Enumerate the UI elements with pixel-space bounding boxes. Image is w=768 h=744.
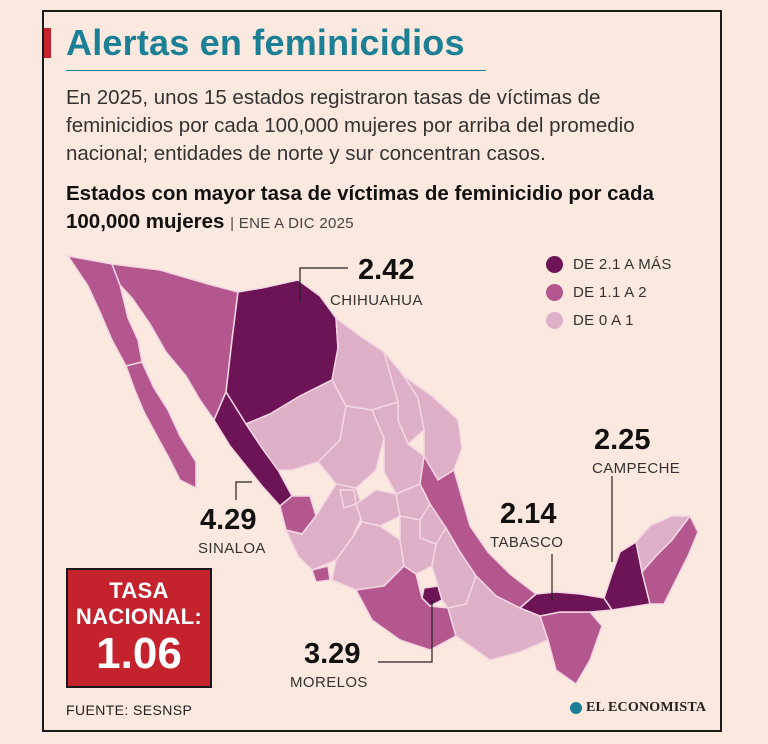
national-rate-box: TASA NACIONAL: 1.06 — [66, 568, 212, 688]
globe-icon — [570, 702, 582, 714]
legend-label-mid: DE 1.1 A 2 — [573, 283, 647, 301]
state-chiapas — [539, 611, 603, 686]
legend-label-low: DE 0 A 1 — [573, 311, 634, 329]
callout-name-campeche: CAMPECHE — [592, 460, 681, 477]
leader-sinaloa — [235, 481, 252, 500]
brand-name: EL ECONOMISTA — [586, 700, 707, 715]
subtitle-period: | ENE A DIC 2025 — [230, 215, 354, 232]
brand-logo: EL ECONOMISTA — [570, 700, 706, 716]
callout-value-morelos: 3.29 — [304, 638, 361, 670]
legend-swatch-low — [546, 311, 563, 329]
legend-item-high: DE 2.1 A MÁS — [546, 250, 672, 278]
callout-value-campeche: 2.25 — [594, 424, 651, 456]
national-rate-label: TASA NACIONAL: — [75, 578, 203, 629]
lede-text: En 2025, unos 15 estados registraron tas… — [66, 86, 635, 165]
state-guanajuato — [355, 489, 401, 527]
legend-item-mid: DE 1.1 A 2 — [546, 278, 672, 306]
title-underline — [66, 70, 486, 71]
callout-name-tabasco: TABASCO — [490, 534, 564, 551]
legend-swatch-high — [546, 255, 563, 273]
callout-name-sinaloa: SINALOA — [198, 540, 266, 557]
legend-label-high: DE 2.1 A MÁS — [573, 255, 672, 273]
callout-name-morelos: MORELOS — [290, 674, 368, 691]
state-tabasco — [518, 591, 614, 617]
leader-morelos — [378, 600, 433, 663]
leader-chihuahua — [299, 267, 348, 302]
callout-value-sinaloa: 4.29 — [200, 504, 257, 536]
state-sonora — [110, 263, 239, 422]
legend-swatch-mid — [546, 283, 563, 301]
state-colima — [311, 565, 331, 583]
state-quintana-roo — [641, 514, 699, 605]
subtitle-text: Estados con mayor tasa de víctimas de fe… — [66, 182, 654, 233]
state-guerrero — [354, 565, 457, 651]
state-baja-california-sur — [125, 361, 197, 490]
callout-value-tabasco: 2.14 — [500, 498, 557, 530]
source-note: FUENTE: SESNSP — [66, 702, 193, 718]
map-subtitle: Estados con mayor tasa de víctimas de fe… — [66, 180, 706, 238]
national-rate-value: 1.06 — [96, 629, 182, 678]
title-accent-bar — [44, 28, 51, 58]
page-title: Alertas en feminicidios — [66, 22, 465, 63]
legend-item-low: DE 0 A 1 — [546, 306, 672, 334]
map-legend: DE 2.1 A MÁS DE 1.1 A 2 DE 0 A 1 — [546, 250, 672, 334]
callout-value-chihuahua: 2.42 — [358, 254, 415, 286]
callout-name-chihuahua: CHIHUAHUA — [330, 292, 423, 309]
